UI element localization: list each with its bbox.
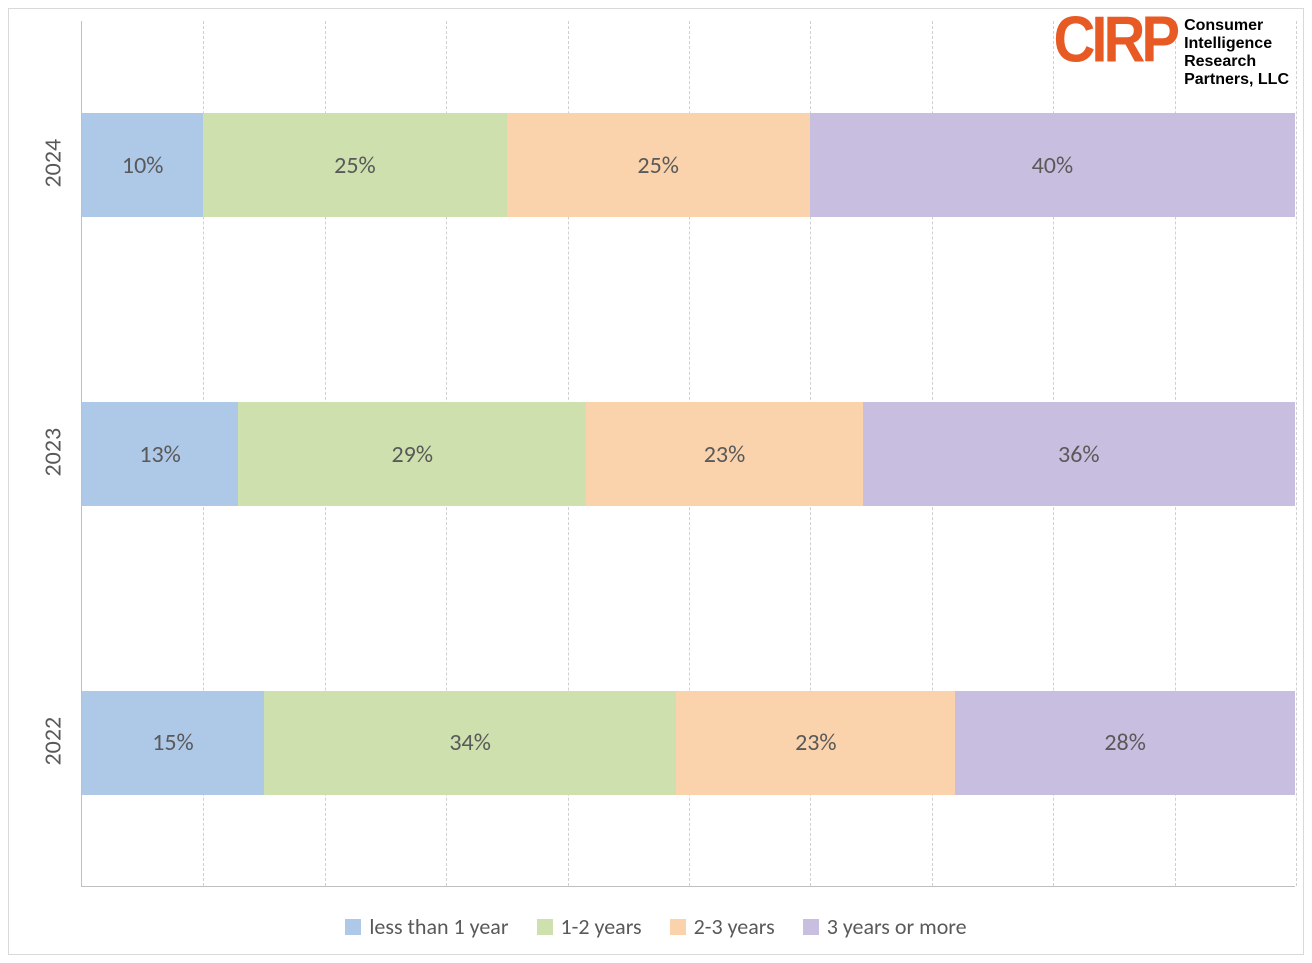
- plot-area: 10%25%25%40%13%29%23%36%15%34%23%28%: [81, 21, 1295, 887]
- bar-segment: 28%: [955, 691, 1295, 795]
- y-axis-label: 2024: [39, 148, 68, 188]
- bar-segment: 23%: [586, 402, 862, 506]
- logo-mark: CIRP: [1054, 12, 1177, 67]
- legend-swatch: [537, 919, 553, 935]
- legend-label: 3 years or more: [827, 913, 967, 940]
- bar-segment: 25%: [203, 113, 506, 217]
- legend: less than 1 year 1-2 years 2-3 years 3 year…: [9, 913, 1303, 940]
- brand-logo: CIRP Consumer Intelligence Research Part…: [1054, 15, 1290, 89]
- logo-line: Partners, LLC: [1184, 71, 1289, 89]
- grid-line: [1296, 21, 1297, 886]
- legend-swatch: [670, 919, 686, 935]
- legend-label: 1-2 years: [561, 913, 642, 940]
- logo-line: Intelligence: [1184, 35, 1289, 53]
- legend-item: 2-3 years: [670, 913, 775, 940]
- chart-frame: CIRP Consumer Intelligence Research Part…: [8, 8, 1304, 955]
- bar-row: 10%25%25%40%: [82, 113, 1295, 217]
- bar-row: 15%34%23%28%: [82, 691, 1295, 795]
- legend-label: 2-3 years: [694, 913, 775, 940]
- legend-swatch: [803, 919, 819, 935]
- logo-line: Consumer: [1184, 17, 1289, 35]
- logo-text: Consumer Intelligence Research Partners,…: [1184, 15, 1289, 89]
- legend-item: less than 1 year: [345, 913, 508, 940]
- bar-segment: 25%: [507, 113, 810, 217]
- bar-row: 13%29%23%36%: [82, 402, 1295, 506]
- y-axis-label: 2022: [39, 725, 68, 765]
- legend-swatch: [345, 919, 361, 935]
- bar-segment: 15%: [82, 691, 264, 795]
- legend-item: 1-2 years: [537, 913, 642, 940]
- legend-label: less than 1 year: [369, 913, 508, 940]
- legend-item: 3 years or more: [803, 913, 967, 940]
- bar-segment: 34%: [264, 691, 676, 795]
- bar-segment: 13%: [82, 402, 238, 506]
- y-axis-label: 2023: [39, 437, 68, 477]
- bar-segment: 23%: [676, 691, 955, 795]
- bar-segment: 10%: [82, 113, 203, 217]
- logo-line: Research: [1184, 53, 1289, 71]
- bar-segment: 40%: [810, 113, 1295, 217]
- bar-segment: 36%: [863, 402, 1295, 506]
- bar-segment: 29%: [238, 402, 586, 506]
